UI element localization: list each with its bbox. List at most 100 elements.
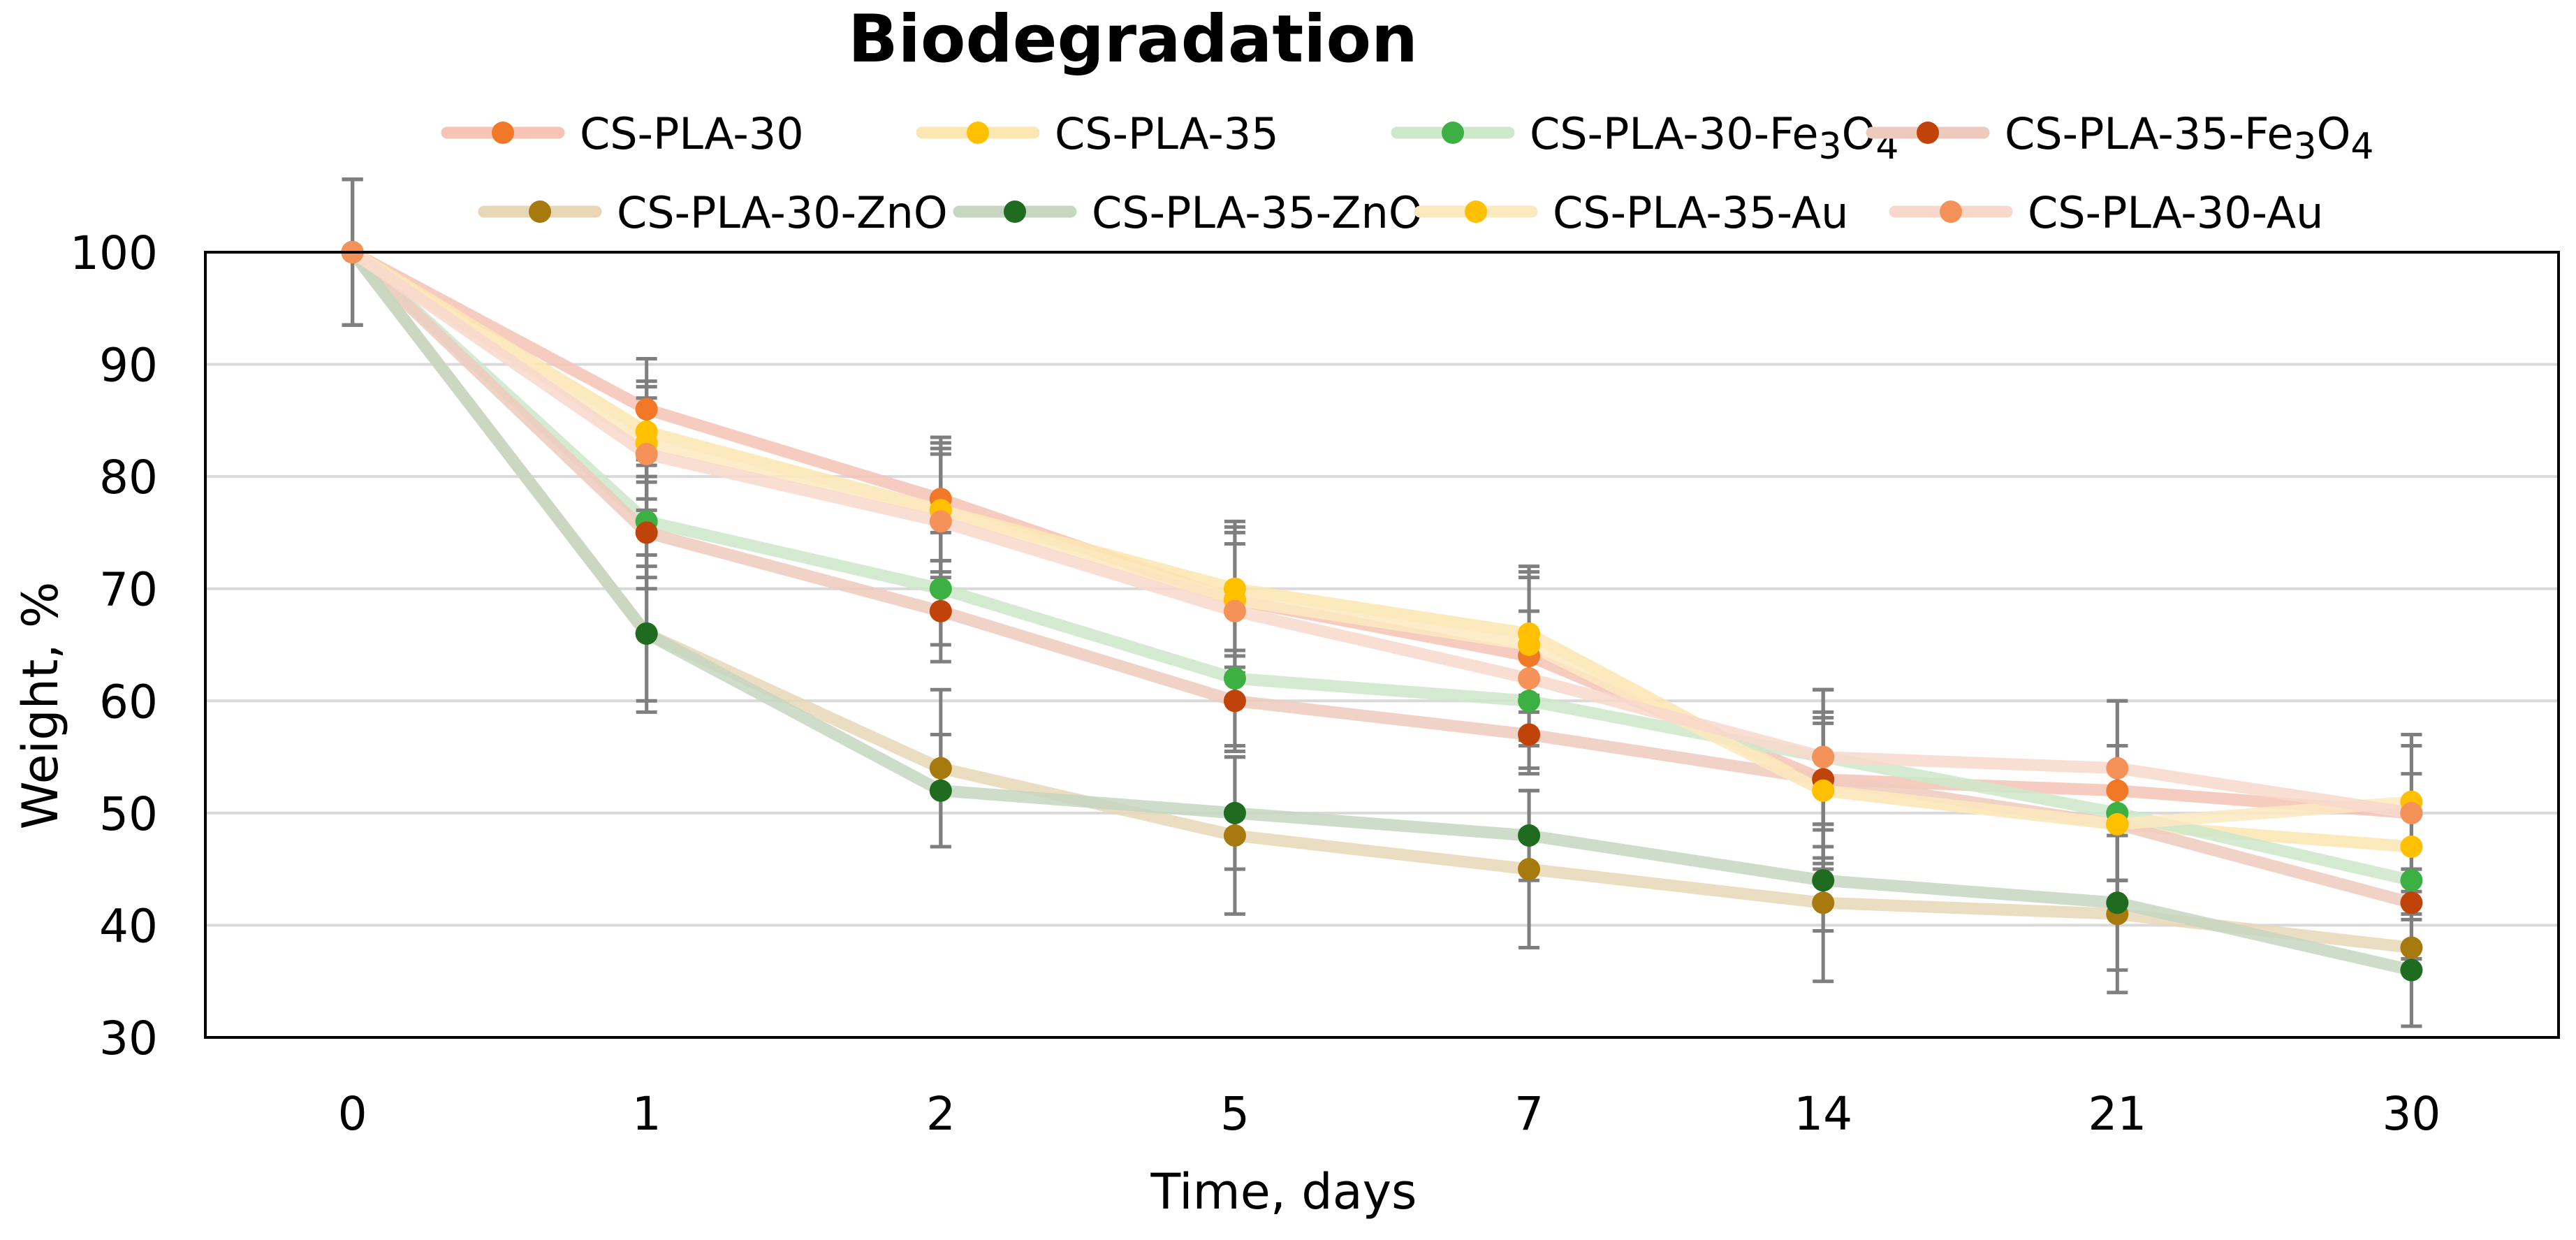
legend-label-text: CS-PLA-35-Fe — [2005, 108, 2293, 159]
plot-area-border — [204, 251, 2560, 1039]
data-point — [929, 757, 952, 780]
data-point — [635, 397, 658, 421]
data-point — [635, 622, 658, 645]
data-point — [1223, 690, 1246, 713]
series-line — [346, 246, 2417, 819]
legend-marker-swatch — [967, 122, 989, 144]
legend-label-text: CS-PLA-30-ZnO — [617, 187, 948, 238]
data-point — [2106, 779, 2129, 802]
series-line — [346, 246, 2417, 831]
x-tick-label: 7 — [1514, 1087, 1544, 1141]
y-tick-label: 100 — [70, 226, 158, 280]
legend-marker-swatch — [1465, 200, 1487, 223]
legend-item-cs-pla-30: CS-PLA-30 — [441, 108, 804, 159]
legend-label: CS-PLA-30-Au — [2028, 187, 2323, 238]
x-tick-label: 1 — [632, 1087, 661, 1141]
data-point — [1518, 667, 1541, 690]
legend-label-subscript: 3 — [1818, 126, 1841, 168]
data-point — [1812, 779, 1835, 802]
x-axis-ticks: 0 1 2 5 7 14 21 30 — [338, 1087, 2441, 1141]
data-point — [929, 599, 952, 622]
data-point — [2106, 812, 2129, 836]
data-point — [1223, 599, 1246, 622]
legend-marker-swatch — [1940, 200, 1962, 223]
x-axis-label: Time, days — [1150, 1163, 1417, 1220]
legend-label-text: O — [2317, 108, 2351, 159]
y-tick-label: 40 — [99, 899, 158, 953]
data-point — [1518, 690, 1541, 713]
data-point — [929, 510, 952, 533]
legend-label: CS-PLA-35 — [1055, 108, 1279, 159]
legend-label-subscript: 4 — [2350, 126, 2373, 168]
legend-marker-swatch — [529, 200, 551, 223]
data-point — [635, 521, 658, 544]
x-tick-label: 30 — [2382, 1087, 2440, 1141]
y-tick-label: 60 — [99, 675, 158, 729]
data-point — [1223, 667, 1246, 690]
data-point — [1223, 801, 1246, 824]
data-point — [635, 443, 658, 466]
data-point — [2400, 958, 2423, 982]
data-point — [2106, 891, 2129, 914]
legend-item-cs-pla-35-zno: CS-PLA-35-ZnO — [953, 187, 1423, 238]
x-tick-label: 14 — [1794, 1087, 1852, 1141]
legend-label-text: CS-PLA-30-Au — [2028, 187, 2323, 238]
data-point — [929, 779, 952, 802]
series-points-cs-pla-30-au — [341, 241, 2423, 824]
legend-item-cs-pla-30-zno: CS-PLA-30-ZnO — [478, 187, 948, 238]
legend-item-cs-pla-35: CS-PLA-35 — [916, 108, 1279, 159]
series-group — [341, 177, 2423, 1028]
data-point — [1518, 858, 1541, 881]
data-point — [1812, 891, 1835, 914]
data-point — [1812, 869, 1835, 892]
legend-label: CS-PLA-30-Fe3O4 — [1530, 108, 1898, 168]
legend-label-text: CS-PLA-35 — [1055, 108, 1279, 159]
series-line — [346, 246, 2417, 887]
legend-label-subscript: 3 — [2293, 126, 2316, 168]
data-point — [2400, 936, 2423, 959]
legend-label: CS-PLA-30 — [580, 108, 804, 159]
y-tick-label: 80 — [99, 451, 158, 504]
x-tick-label: 5 — [1220, 1087, 1250, 1141]
data-point — [929, 577, 952, 600]
data-point — [2400, 836, 2423, 859]
legend: CS-PLA-30 CS-PLA-35 CS-PLA-30-Fe3O4 CS-PLA-… — [441, 108, 2373, 238]
data-point — [2106, 757, 2129, 780]
y-axis-label: Weight, % — [12, 582, 69, 830]
legend-label-text: CS-PLA-30 — [580, 108, 804, 159]
legend-label: CS-PLA-35-Fe3O4 — [2005, 108, 2373, 168]
chart-title: Biodegradation — [848, 1, 1418, 78]
data-point — [2400, 869, 2423, 892]
data-point — [1812, 745, 1835, 768]
data-point — [1518, 634, 1541, 656]
series-line — [346, 246, 2417, 977]
x-tick-label: 0 — [338, 1087, 367, 1141]
data-point — [1223, 824, 1246, 847]
legend-label-text: CS-PLA-35-Au — [1553, 187, 1848, 238]
x-tick-label: 21 — [2088, 1087, 2146, 1141]
legend-label-text: CS-PLA-35-ZnO — [1092, 187, 1423, 238]
legend-label: CS-PLA-35-Au — [1553, 187, 1848, 238]
series-points-cs-pla-35-zno — [341, 241, 2423, 982]
grid-lines — [205, 363, 2559, 927]
y-axis-ticks: 30 40 50 60 70 80 90 100 — [70, 226, 158, 1065]
data-point — [2400, 891, 2423, 914]
legend-marker-swatch — [492, 122, 514, 144]
legend-item-cs-pla-35-au: CS-PLA-35-Au — [1414, 187, 1848, 238]
data-point — [2400, 801, 2423, 824]
data-point — [1518, 723, 1541, 746]
y-tick-label: 70 — [99, 563, 158, 617]
legend-marker-swatch — [1917, 122, 1939, 144]
legend-label: CS-PLA-35-ZnO — [1092, 187, 1423, 238]
legend-item-cs-pla-30-au: CS-PLA-30-Au — [1889, 187, 2323, 238]
legend-marker-swatch — [1004, 200, 1026, 223]
legend-label: CS-PLA-30-ZnO — [617, 187, 948, 238]
legend-marker-swatch — [1442, 122, 1464, 144]
y-tick-label: 30 — [99, 1012, 158, 1065]
legend-item-cs-pla-35-fe3o4: CS-PLA-35-Fe3O4 — [1866, 108, 2373, 168]
legend-label-text: CS-PLA-30-Fe — [1530, 108, 1818, 159]
y-tick-label: 90 — [99, 339, 158, 393]
data-point — [1518, 824, 1541, 847]
